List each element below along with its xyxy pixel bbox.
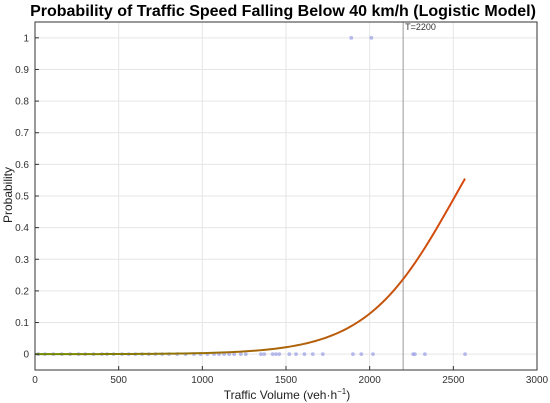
y-tick-label: 0.9 (15, 65, 29, 76)
y-tick-label: 0.7 (15, 128, 29, 139)
data-point (351, 352, 355, 357)
chart-title: Probability of Traffic Speed Falling Bel… (30, 3, 536, 20)
data-point (310, 352, 315, 357)
threshold-label: T=2200 (405, 22, 436, 32)
data-point (320, 352, 325, 357)
data-point (232, 352, 237, 357)
data-point (349, 35, 354, 40)
data-point (287, 352, 292, 357)
data-point (262, 352, 267, 357)
x-tick-label: 2000 (359, 375, 382, 386)
y-tick-label: 0.5 (15, 192, 29, 203)
data-point (277, 352, 282, 357)
x-axis-label: Traffic Volume (veh·h−1) (224, 387, 351, 402)
x-axis-ticks: 0 500 1000 1500 2000 2500 3000 (32, 366, 549, 386)
y-tick-label: 0.3 (15, 255, 29, 266)
y-tick-label: 0.1 (15, 318, 29, 329)
x-tick-label: 500 (110, 375, 127, 386)
threshold-layer: T=2200 (402, 22, 436, 370)
data-point (359, 352, 364, 357)
x-tick-label: 1500 (275, 375, 298, 386)
y-tick-label: 1 (23, 33, 29, 44)
y-axis-label: Probability (1, 167, 15, 223)
data-point (270, 352, 275, 357)
y-tick-label: 0.8 (15, 97, 29, 108)
data-point (369, 35, 374, 40)
x-tick-label: 3000 (526, 375, 549, 386)
data-point (243, 352, 248, 357)
x-tick-label: 0 (32, 375, 38, 386)
data-point (422, 352, 427, 357)
y-axis-ticks: 0 0.1 0.2 0.3 0.4 0.5 0.6 0.7 0.8 0.9 1 (15, 33, 39, 361)
data-point (463, 352, 467, 357)
data-point (371, 352, 375, 357)
y-tick-label: 0.4 (15, 223, 29, 234)
y-tick-label: 0.2 (15, 286, 29, 297)
x-tick-label: 1000 (191, 375, 214, 386)
logistic-curve (34, 178, 466, 356)
grid (34, 22, 538, 370)
data-point (412, 352, 417, 357)
data-point (302, 352, 307, 357)
x-tick-label: 2500 (442, 375, 465, 386)
y-tick-label: 0 (23, 350, 29, 361)
data-point (238, 352, 243, 357)
data-point (294, 352, 298, 357)
data-point (274, 352, 278, 357)
data-point (259, 352, 263, 357)
y-tick-label: 0.6 (15, 160, 29, 171)
logistic-curve-layer (34, 178, 466, 356)
